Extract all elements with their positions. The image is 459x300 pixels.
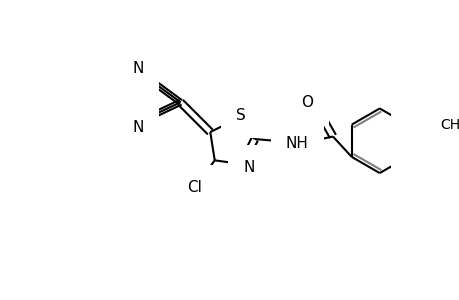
Text: S: S [236, 108, 246, 123]
Text: N: N [243, 160, 254, 175]
Text: N: N [132, 61, 143, 76]
Text: O: O [301, 95, 313, 110]
Text: Cl: Cl [186, 180, 202, 195]
Text: N: N [132, 120, 143, 135]
Text: NH: NH [285, 136, 308, 151]
Text: CH₃: CH₃ [439, 118, 459, 132]
